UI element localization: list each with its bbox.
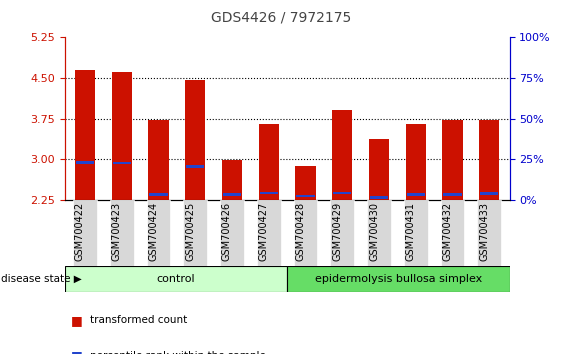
Bar [220, 200, 244, 266]
Text: control: control [157, 274, 195, 284]
Bar [260, 192, 278, 194]
Text: transformed count: transformed count [90, 315, 187, 325]
Text: GSM700431: GSM700431 [406, 202, 416, 261]
Text: epidermolysis bullosa simplex: epidermolysis bullosa simplex [315, 274, 482, 284]
Bar [441, 200, 464, 266]
Text: GSM700426: GSM700426 [222, 202, 232, 261]
Bar [257, 200, 281, 266]
Bar [480, 192, 498, 195]
Text: GSM700422: GSM700422 [75, 202, 85, 261]
Bar [333, 192, 351, 194]
Bar [184, 200, 207, 266]
Text: GSM700425: GSM700425 [185, 202, 195, 261]
Text: ■: ■ [70, 349, 82, 354]
Bar [444, 193, 462, 196]
Text: disease state ▶: disease state ▶ [1, 274, 82, 284]
Bar [370, 196, 388, 199]
Bar [258, 124, 279, 200]
Bar [149, 193, 168, 196]
Text: percentile rank within the sample: percentile rank within the sample [90, 351, 266, 354]
Bar [330, 200, 354, 266]
Text: ■: ■ [70, 314, 82, 327]
Bar [113, 162, 131, 164]
Bar [65, 266, 287, 292]
Text: GSM700429: GSM700429 [332, 202, 342, 261]
Bar [185, 80, 205, 200]
Text: GSM700427: GSM700427 [259, 202, 269, 261]
Text: GSM700423: GSM700423 [111, 202, 122, 261]
Bar [479, 120, 499, 200]
Bar [111, 73, 132, 200]
Bar [149, 120, 168, 200]
Bar [477, 200, 501, 266]
Bar [287, 266, 510, 292]
Bar [404, 200, 428, 266]
Bar [369, 139, 389, 200]
Bar [296, 166, 316, 200]
Bar [146, 200, 171, 266]
Bar [75, 70, 95, 200]
Bar [332, 110, 352, 200]
Text: GDS4426 / 7972175: GDS4426 / 7972175 [211, 11, 352, 25]
Text: GSM700433: GSM700433 [479, 202, 489, 261]
Bar [110, 200, 133, 266]
Bar [293, 200, 318, 266]
Text: GSM700428: GSM700428 [296, 202, 306, 261]
Bar [186, 165, 204, 168]
Bar [223, 193, 241, 196]
Bar [367, 200, 391, 266]
Bar [443, 120, 463, 200]
Bar [406, 124, 426, 200]
Bar [406, 193, 425, 196]
Text: GSM700424: GSM700424 [149, 202, 158, 261]
Bar [73, 200, 97, 266]
Bar [222, 160, 242, 200]
Text: GSM700430: GSM700430 [369, 202, 379, 261]
Bar [296, 195, 315, 197]
Bar [76, 161, 94, 164]
Text: GSM700432: GSM700432 [443, 202, 453, 261]
